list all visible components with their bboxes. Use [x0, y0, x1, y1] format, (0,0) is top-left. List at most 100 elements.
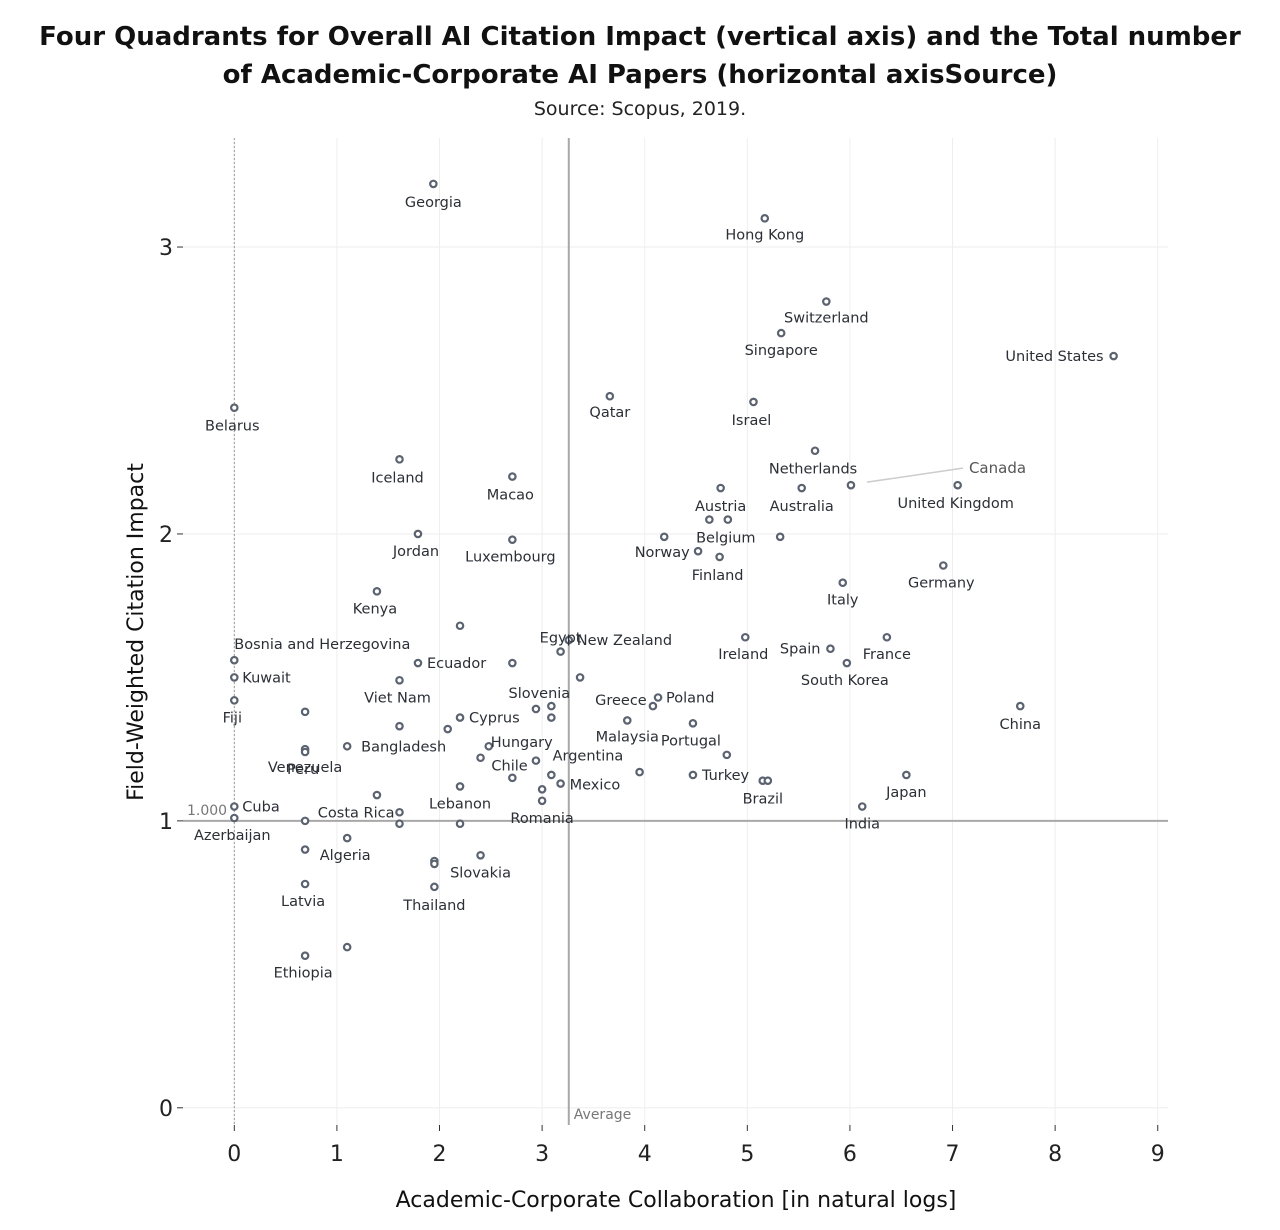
data-point [547, 701, 556, 711]
one-reference-label: 1.000 [187, 803, 227, 819]
data-point [508, 658, 517, 668]
point-label: Slovenia [508, 686, 570, 702]
data-point [716, 483, 725, 493]
data-point [342, 741, 352, 751]
grid-lines [183, 138, 1168, 1125]
point-label: Kuwait [242, 670, 291, 686]
data-point [300, 845, 310, 854]
x-tick-label: 1 [330, 1142, 344, 1167]
x-axis-title: Academic-Corporate Collaboration [in nat… [396, 1188, 957, 1213]
data-point [230, 673, 239, 682]
data-point [722, 750, 732, 760]
data-point [443, 724, 453, 734]
data-point [763, 776, 773, 785]
point-label: Costa Rica [318, 805, 395, 821]
data-point [749, 397, 758, 407]
data-point [715, 552, 724, 562]
data-point [395, 807, 404, 817]
point-label: Mexico [570, 778, 621, 794]
point-label: Thailand [402, 898, 465, 914]
data-point [842, 658, 852, 668]
y-tick-label: 1 [159, 810, 173, 835]
data-point [395, 455, 404, 464]
data-point [300, 816, 310, 826]
x-tick-label: 6 [843, 1142, 857, 1167]
point-label: Macao [487, 488, 534, 504]
point-label: Georgia [405, 195, 462, 211]
point-label: Greece [595, 693, 647, 709]
canada-leader-line [866, 467, 964, 483]
data-point [484, 741, 494, 751]
point-label: Bosnia and Herzegovina [234, 637, 410, 653]
data-point [838, 578, 848, 588]
point-label: China [1000, 717, 1041, 733]
point-label: Belarus [205, 419, 260, 435]
data-point [740, 632, 750, 642]
data-point [430, 859, 439, 869]
data-point [797, 483, 807, 493]
data-point [547, 770, 556, 780]
data-point [622, 716, 632, 725]
data-point [826, 644, 835, 654]
point-label: Hong Kong [725, 227, 804, 243]
data-point [508, 472, 517, 481]
data-point [413, 529, 423, 539]
data-point [429, 179, 438, 189]
chart-subtitle: Source: Scopus, 2019. [533, 98, 747, 120]
x-tick-label: 5 [740, 1142, 754, 1167]
point-label: Netherlands [769, 462, 857, 478]
point-label: Cyprus [469, 711, 520, 727]
chart-title-block: Four Quadrants for Overall AI Citation I… [0, 18, 1280, 120]
data-point [688, 770, 698, 780]
data-point [342, 942, 352, 952]
data-point [705, 515, 714, 524]
data-point [476, 850, 485, 860]
data-point [938, 561, 948, 570]
data-point [531, 756, 541, 765]
data-point [537, 785, 547, 794]
data-point [395, 819, 404, 829]
data-point [953, 480, 962, 490]
data-point [760, 214, 770, 223]
y-tick-label: 0 [159, 1097, 173, 1122]
data-point [653, 693, 663, 702]
y-tick-label: 3 [159, 236, 173, 261]
data-point [230, 802, 239, 811]
data-point [693, 546, 703, 556]
data-point [659, 532, 669, 542]
data-point [508, 535, 517, 544]
data-point [455, 782, 465, 791]
data-point [882, 632, 892, 642]
data-point [648, 701, 658, 711]
reference-lines: Average 1.000 [183, 138, 1168, 1125]
data-point [531, 704, 541, 714]
x-tick-label: 8 [1048, 1142, 1062, 1167]
data-point [846, 480, 856, 490]
x-tick-label: 4 [638, 1142, 652, 1167]
data-point [902, 770, 911, 780]
point-label: Spain [780, 642, 821, 658]
x-tick-label: 9 [1151, 1142, 1165, 1167]
point-label: Slovakia [450, 865, 511, 881]
point-label: Australia [770, 499, 834, 515]
point-label: Austria [695, 499, 746, 515]
point-label: Germany [908, 576, 975, 592]
data-point [1109, 351, 1118, 361]
point-label: Kenya [353, 601, 397, 617]
point-label: Norway [635, 545, 690, 561]
point-label: Japan [885, 785, 926, 801]
y-tick-label: 2 [159, 523, 173, 548]
point-label: Portugal [661, 733, 721, 749]
average-label: Average [574, 1107, 632, 1123]
data-point [300, 707, 310, 717]
data-point [857, 802, 867, 811]
chart-title-line-1: Four Quadrants for Overall AI Citation I… [39, 22, 1241, 52]
point-label: Malaysia [596, 729, 659, 745]
data-point [300, 951, 310, 961]
data-point [556, 779, 565, 788]
data-points [230, 179, 1118, 961]
point-label: Finland [692, 568, 744, 584]
x-tick-label: 3 [535, 1142, 549, 1167]
data-point [230, 696, 239, 705]
point-label: Ecuador [427, 656, 486, 672]
